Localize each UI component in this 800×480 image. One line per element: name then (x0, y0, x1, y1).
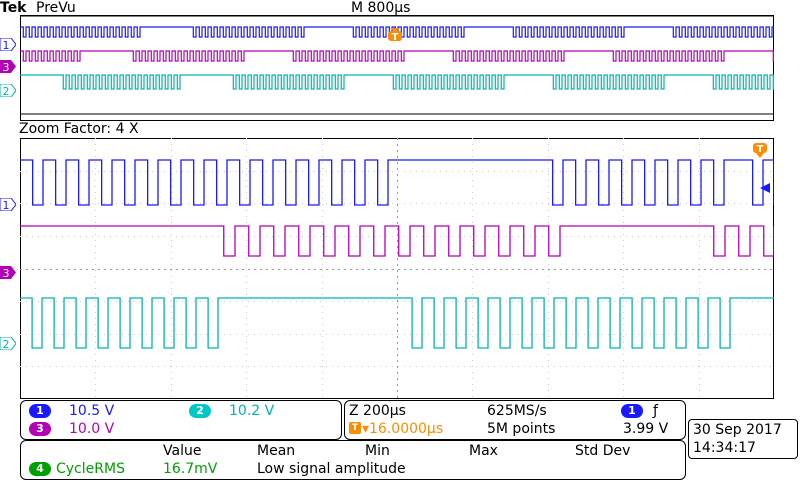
meas-name: CycleRMS (56, 461, 125, 477)
meas-note: Low signal amplitude (257, 461, 406, 477)
meas-header-value: Value (163, 443, 202, 459)
zoom-ch3-marker[interactable]: 3 (0, 264, 16, 280)
ch3-badge[interactable]: 3 (29, 422, 51, 436)
svg-text:T: T (757, 144, 764, 155)
timebase-panel[interactable]: Z 200µs T ▾16.0000µs 625MS/s 5M points 1… (344, 400, 686, 440)
svg-text:2: 2 (3, 85, 10, 97)
channel-scale-panel[interactable]: 1 10.5 V 2 10.2 V 3 10.0 V (20, 400, 342, 440)
overview-ch1-marker[interactable]: 1 (0, 36, 17, 52)
overview-ch3-marker[interactable]: 3 (0, 58, 16, 74)
zoom-ch1-marker[interactable]: 1 (0, 196, 17, 212)
timebase-readout: M 800µs (351, 0, 411, 16)
meas-header-stddev: Std Dev (575, 443, 631, 459)
trigger-position: ▾16.0000µs (362, 421, 444, 437)
overview-trigger-marker[interactable]: T (388, 26, 402, 43)
meas-value: 16.7mV (163, 461, 218, 477)
zoom-ch2-marker[interactable]: 2 (0, 335, 17, 351)
meas-header-max: Max (469, 443, 498, 459)
svg-text:2: 2 (3, 338, 10, 350)
trigger-position-icon: T (349, 422, 361, 434)
ch1-scale: 10.5 V (69, 403, 115, 419)
graticule (20, 138, 774, 399)
acquisition-mode: PreVu (36, 0, 76, 16)
ch2-badge[interactable]: 2 (189, 404, 211, 418)
meas-header-min: Min (365, 443, 390, 459)
overview-trace-ch2 (20, 74, 774, 90)
record-length: 5M points (487, 421, 556, 437)
overview-trace-ch3 (20, 50, 774, 62)
meas-header-mean: Mean (257, 443, 296, 459)
ch3-scale: 10.0 V (69, 421, 115, 437)
meas-channel-badge[interactable]: 4 (29, 462, 51, 476)
zoom-waveform-window[interactable] (20, 138, 774, 399)
zoom-factor-label: Zoom Factor: 4 X (19, 121, 139, 137)
datetime-panel: 30 Sep 2017 14:34:17 (688, 419, 798, 459)
trigger-slope-icon: ƒ (653, 403, 658, 419)
zoom-trace-ch3 (20, 225, 774, 257)
ch1-badge[interactable]: 1 (29, 404, 51, 418)
zoom-trigger-marker[interactable]: T (753, 143, 767, 158)
brand-logo: Tek (0, 0, 27, 16)
svg-text:1: 1 (3, 199, 10, 211)
overview-trace-ch1 (20, 26, 774, 38)
date-readout: 30 Sep 2017 (693, 422, 782, 438)
ch2-scale: 10.2 V (229, 403, 275, 419)
svg-text:T: T (392, 32, 399, 41)
zoom-trace-ch2 (20, 297, 774, 349)
measurement-panel[interactable]: Value Mean Min Max Std Dev 4 CycleRMS 16… (20, 440, 686, 480)
trigger-source-badge[interactable]: 1 (621, 404, 643, 418)
trigger-level-arrow[interactable] (760, 178, 774, 193)
svg-text:3: 3 (3, 267, 10, 279)
zoom-time-scale: Z 200µs (349, 403, 406, 419)
trigger-level: 3.99 V (623, 421, 669, 437)
svg-text:1: 1 (3, 39, 10, 51)
sample-rate: 625MS/s (487, 403, 547, 419)
time-readout: 14:34:17 (693, 440, 756, 456)
zoom-trace-ch1 (20, 159, 774, 206)
svg-text:3: 3 (3, 61, 10, 73)
overview-ch2-marker[interactable]: 2 (0, 82, 17, 98)
